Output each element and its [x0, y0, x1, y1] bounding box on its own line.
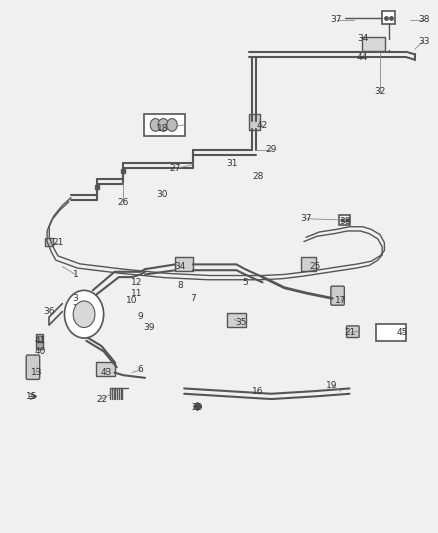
- Text: 27: 27: [170, 164, 181, 173]
- FancyBboxPatch shape: [144, 114, 185, 136]
- Text: 5: 5: [242, 278, 248, 287]
- Bar: [36, 342, 43, 349]
- FancyBboxPatch shape: [96, 362, 116, 376]
- Text: 28: 28: [252, 172, 264, 181]
- Text: 33: 33: [418, 37, 429, 46]
- Text: 45: 45: [396, 328, 407, 337]
- Text: 10: 10: [126, 296, 138, 305]
- Text: 6: 6: [138, 366, 144, 374]
- Text: 44: 44: [357, 53, 368, 62]
- Circle shape: [167, 118, 177, 131]
- Text: 1: 1: [73, 270, 78, 279]
- Text: 9: 9: [138, 312, 144, 321]
- Text: 22: 22: [96, 394, 107, 403]
- FancyBboxPatch shape: [331, 286, 344, 305]
- Text: 34: 34: [357, 34, 368, 43]
- Text: 37: 37: [331, 15, 342, 25]
- Text: 37: 37: [300, 214, 312, 223]
- Text: 7: 7: [190, 294, 196, 303]
- Text: 30: 30: [157, 190, 168, 199]
- Text: 25: 25: [309, 262, 321, 271]
- Circle shape: [158, 118, 169, 131]
- FancyBboxPatch shape: [250, 114, 260, 130]
- Text: 21: 21: [52, 238, 64, 247]
- Bar: [36, 334, 43, 341]
- Text: 2: 2: [73, 304, 78, 313]
- Text: 3: 3: [73, 294, 78, 303]
- Text: 32: 32: [374, 87, 386, 96]
- Bar: [45, 238, 53, 246]
- Text: 16: 16: [252, 386, 264, 395]
- Text: 41: 41: [35, 336, 46, 345]
- FancyBboxPatch shape: [26, 355, 40, 379]
- Text: 38: 38: [339, 217, 351, 226]
- FancyBboxPatch shape: [362, 37, 385, 51]
- Text: 8: 8: [177, 280, 183, 289]
- Text: 20: 20: [191, 402, 203, 411]
- Text: 19: 19: [326, 381, 338, 390]
- Circle shape: [64, 290, 104, 338]
- Text: 11: 11: [131, 288, 142, 297]
- Text: 42: 42: [257, 122, 268, 131]
- Text: 15: 15: [26, 392, 38, 401]
- Text: 31: 31: [226, 159, 238, 167]
- Text: 39: 39: [144, 323, 155, 332]
- Text: 18: 18: [157, 124, 168, 133]
- Text: 36: 36: [43, 307, 55, 316]
- Text: 12: 12: [131, 278, 142, 287]
- Text: 43: 43: [100, 368, 112, 377]
- Bar: [376, 324, 406, 341]
- Text: 13: 13: [31, 368, 42, 377]
- Text: 21: 21: [344, 328, 355, 337]
- Circle shape: [73, 301, 95, 327]
- Bar: [382, 11, 395, 24]
- Text: 38: 38: [418, 15, 429, 25]
- FancyBboxPatch shape: [346, 326, 359, 337]
- Text: 26: 26: [117, 198, 129, 207]
- Circle shape: [150, 118, 161, 131]
- FancyBboxPatch shape: [175, 257, 193, 271]
- Text: 35: 35: [235, 318, 247, 327]
- Bar: [339, 215, 350, 225]
- Text: 40: 40: [35, 347, 46, 356]
- Text: 17: 17: [335, 296, 346, 305]
- FancyBboxPatch shape: [301, 257, 317, 271]
- Text: 29: 29: [265, 146, 277, 155]
- FancyBboxPatch shape: [227, 313, 246, 327]
- Text: 34: 34: [174, 262, 186, 271]
